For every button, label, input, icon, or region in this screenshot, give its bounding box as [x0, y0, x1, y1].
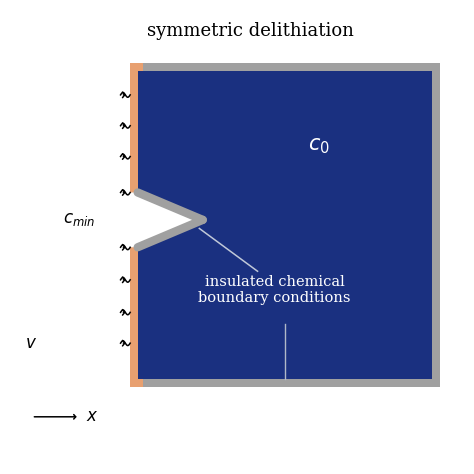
Text: $x$: $x$ — [86, 408, 99, 425]
Text: symmetric delithiation: symmetric delithiation — [147, 22, 354, 40]
Polygon shape — [137, 192, 203, 247]
Polygon shape — [128, 192, 203, 247]
Bar — [130, 64, 143, 387]
Text: $c_0$: $c_0$ — [308, 137, 330, 156]
Text: $c_{min}$: $c_{min}$ — [63, 211, 95, 228]
Bar — [130, 64, 440, 387]
Text: insulated chemical
boundary conditions: insulated chemical boundary conditions — [199, 275, 351, 305]
Bar — [137, 71, 432, 379]
Text: $v$: $v$ — [26, 335, 37, 352]
